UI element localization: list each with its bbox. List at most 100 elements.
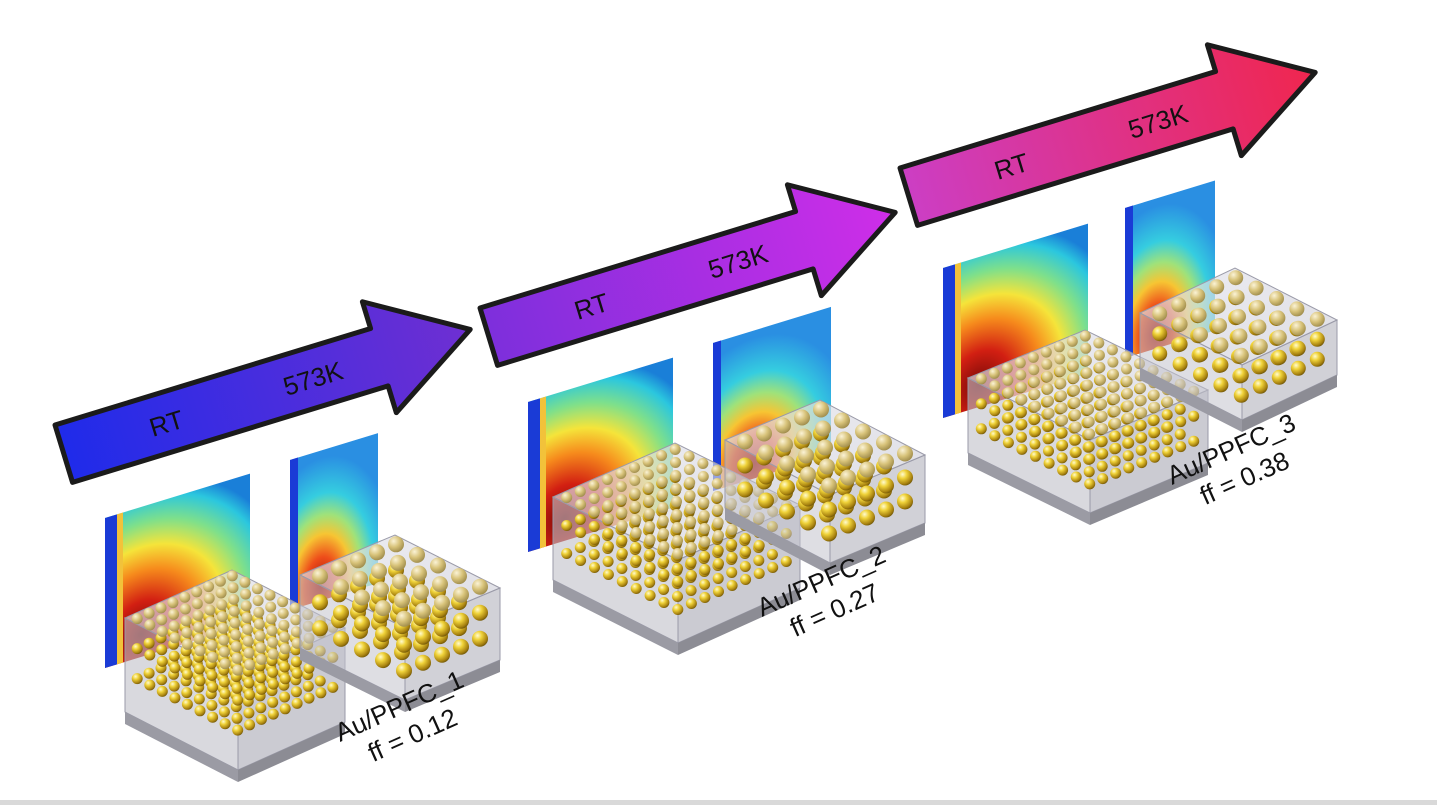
gold-nanoparticle [255, 653, 267, 665]
gold-nanoparticle [697, 471, 709, 482]
gold-nanoparticle [279, 631, 291, 643]
gold-nanoparticle [575, 527, 587, 538]
gold-nanoparticle [1309, 311, 1325, 327]
gold-nanoparticle [685, 598, 697, 609]
gold-nanoparticle [1070, 459, 1082, 471]
gold-nanoparticle [1232, 328, 1248, 344]
gold-nanoparticle [1135, 444, 1147, 456]
gold-nanoparticle [698, 510, 710, 521]
gold-nanoparticle [1084, 428, 1096, 440]
gold-nanoparticle [643, 482, 655, 493]
gold-nanoparticle [669, 444, 681, 455]
gold-nanoparticle [279, 673, 291, 685]
gold-nanoparticle [1110, 442, 1122, 454]
gold-nanoparticle [574, 542, 586, 553]
gold-nanoparticle [671, 509, 683, 520]
gold-nanoparticle [699, 564, 711, 575]
gold-nanoparticle [644, 590, 656, 601]
gold-nanoparticle [291, 697, 303, 709]
gold-nanoparticle [1079, 330, 1091, 342]
gold-nanoparticle [1056, 427, 1068, 439]
gold-nanoparticle [1110, 417, 1122, 429]
gold-nanoparticle [756, 425, 772, 442]
gold-nanoparticle [179, 603, 191, 615]
gold-nanoparticle [1082, 379, 1093, 391]
gold-nanoparticle [1030, 400, 1041, 412]
gold-nanoparticle [712, 517, 724, 528]
gold-nanoparticle [1029, 388, 1041, 400]
gold-nanoparticle [253, 618, 265, 630]
gold-nanoparticle [1289, 301, 1305, 317]
gold-nanoparticle [630, 583, 642, 594]
gold-nanoparticle [1152, 346, 1168, 362]
gold-nanoparticle [616, 576, 628, 587]
gold-nanoparticle [231, 652, 243, 664]
gold-nanoparticle [630, 542, 642, 553]
gold-nanoparticle [601, 474, 613, 485]
gold-nanoparticle [193, 663, 205, 675]
gold-nanoparticle [1097, 423, 1109, 435]
gold-nanoparticle [396, 610, 412, 627]
gold-nanoparticle [1027, 351, 1039, 363]
gold-nanoparticle [1002, 374, 1014, 386]
gold-nanoparticle [472, 578, 488, 595]
gold-nanoparticle [1097, 448, 1109, 460]
gold-nanoparticle [253, 606, 265, 618]
gold-nanoparticle [194, 645, 206, 657]
gold-nanoparticle [800, 490, 816, 507]
gold-nanoparticle [989, 405, 1001, 417]
gold-nanoparticle [277, 596, 289, 608]
gold-nanoparticle [181, 687, 193, 699]
gold-nanoparticle [589, 562, 600, 573]
gold-nanoparticle [267, 666, 279, 678]
gold-nanoparticle [698, 497, 710, 508]
gold-nanoparticle [838, 450, 854, 467]
gold-nanoparticle [821, 525, 837, 542]
gold-nanoparticle [589, 534, 600, 545]
gold-nanoparticle [1149, 401, 1161, 413]
gold-nanoparticle [1270, 310, 1286, 326]
gold-nanoparticle [699, 551, 711, 562]
gold-nanoparticle [354, 641, 370, 658]
gold-nanoparticle [232, 694, 244, 706]
gold-nanoparticle [643, 508, 655, 519]
gold-nanoparticle [753, 540, 765, 551]
gold-nanoparticle [589, 506, 600, 517]
gold-nanoparticle [388, 536, 404, 553]
gold-nanoparticle [1070, 471, 1082, 483]
gold-nanoparticle [168, 608, 180, 620]
gold-nanoparticle [698, 484, 710, 495]
gold-nanoparticle [630, 527, 642, 538]
gold-nanoparticle [179, 591, 191, 603]
gold-nanoparticle [777, 436, 793, 453]
gold-nanoparticle [231, 712, 243, 724]
gold-nanoparticle [1082, 391, 1094, 403]
gold-nanoparticle [181, 638, 193, 650]
gold-nanoparticle [1080, 355, 1092, 367]
gold-nanoparticle [588, 480, 600, 491]
gold-nanoparticle [800, 514, 816, 531]
gold-nanoparticle [312, 568, 328, 585]
gold-nanoparticle [1149, 426, 1161, 438]
gold-nanoparticle [267, 708, 279, 720]
gold-nanoparticle [615, 468, 627, 479]
gold-nanoparticle [219, 658, 231, 670]
gold-nanoparticle [753, 568, 765, 579]
gold-nanoparticle [1067, 348, 1079, 360]
gold-nanoparticle [1252, 378, 1268, 394]
gold-nanoparticle [207, 711, 219, 723]
gold-nanoparticle [1188, 435, 1200, 447]
gold-nanoparticle [1055, 377, 1067, 389]
gold-nanoparticle [1149, 451, 1161, 463]
gold-nanoparticle [251, 583, 263, 595]
gold-nanoparticle [1054, 365, 1066, 377]
gold-nanoparticle [254, 630, 266, 642]
gold-nanoparticle [303, 692, 315, 704]
gold-nanoparticle [657, 515, 669, 526]
gold-nanoparticle [156, 625, 168, 637]
gold-nanoparticle [713, 530, 724, 541]
gold-nanoparticle [758, 492, 774, 509]
panel-3: RT 573K Au/PPFC_3 [897, 42, 1339, 525]
gold-nanoparticle [574, 486, 586, 497]
gold-nanoparticle [290, 626, 302, 638]
